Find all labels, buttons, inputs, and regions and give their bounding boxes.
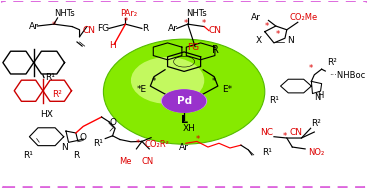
Text: O: O (109, 118, 116, 127)
Text: NHTs: NHTs (55, 9, 75, 18)
Text: R¹: R¹ (262, 148, 272, 157)
Text: *: * (136, 139, 140, 148)
Text: *: * (196, 135, 200, 144)
Text: NC: NC (260, 128, 273, 136)
Text: CN: CN (289, 128, 303, 136)
Text: Pd: Pd (177, 96, 191, 106)
Text: *: * (184, 19, 188, 28)
Text: CO₂Me: CO₂Me (289, 13, 318, 22)
Text: R: R (212, 45, 219, 55)
Text: *: * (264, 22, 269, 31)
Circle shape (163, 90, 205, 112)
Text: FG: FG (187, 43, 199, 52)
Text: L: L (181, 115, 188, 125)
Text: H: H (109, 41, 116, 50)
Text: *: * (152, 77, 156, 86)
Text: FG: FG (97, 24, 110, 33)
Text: CN: CN (82, 26, 95, 35)
Text: Me: Me (119, 157, 132, 166)
Text: R¹: R¹ (45, 73, 55, 82)
Text: NO₂: NO₂ (308, 148, 324, 157)
Text: R: R (142, 24, 149, 33)
Text: XH: XH (183, 124, 196, 133)
Circle shape (163, 90, 205, 112)
FancyBboxPatch shape (0, 1, 369, 187)
Text: R¹: R¹ (23, 151, 33, 160)
Text: H: H (318, 91, 324, 100)
Text: ···NHBoc: ···NHBoc (329, 71, 365, 80)
Text: Ar: Ar (179, 143, 189, 153)
Text: Ar: Ar (29, 22, 39, 31)
Text: *: * (283, 132, 287, 141)
Text: E*: E* (222, 85, 232, 94)
Ellipse shape (103, 39, 265, 144)
Text: R¹: R¹ (269, 96, 279, 105)
Ellipse shape (131, 57, 204, 104)
Text: O: O (80, 133, 87, 142)
Circle shape (161, 89, 207, 113)
Text: NHTs: NHTs (187, 9, 207, 18)
Text: CO₂R²: CO₂R² (144, 140, 169, 149)
Text: HX: HX (40, 110, 53, 119)
Text: N: N (315, 93, 321, 102)
Text: *: * (202, 19, 206, 28)
Text: N: N (61, 143, 68, 153)
Text: CN: CN (209, 26, 222, 35)
Text: Ar: Ar (168, 24, 178, 33)
Text: CN: CN (141, 157, 154, 166)
Text: R²: R² (311, 119, 321, 128)
Text: X: X (256, 36, 262, 45)
Text: *: * (52, 21, 56, 30)
Text: R²: R² (53, 90, 62, 99)
Text: N: N (287, 36, 294, 45)
Text: R: R (73, 151, 79, 160)
Text: PAr₂: PAr₂ (120, 9, 138, 18)
Text: *: * (212, 77, 216, 86)
Text: R²: R² (327, 58, 337, 67)
Text: Ar: Ar (251, 13, 261, 22)
Text: *: * (309, 64, 313, 73)
Text: *: * (276, 30, 280, 39)
Text: *E: *E (137, 85, 147, 94)
Text: R¹: R¹ (93, 139, 103, 148)
Text: *: * (123, 17, 128, 26)
